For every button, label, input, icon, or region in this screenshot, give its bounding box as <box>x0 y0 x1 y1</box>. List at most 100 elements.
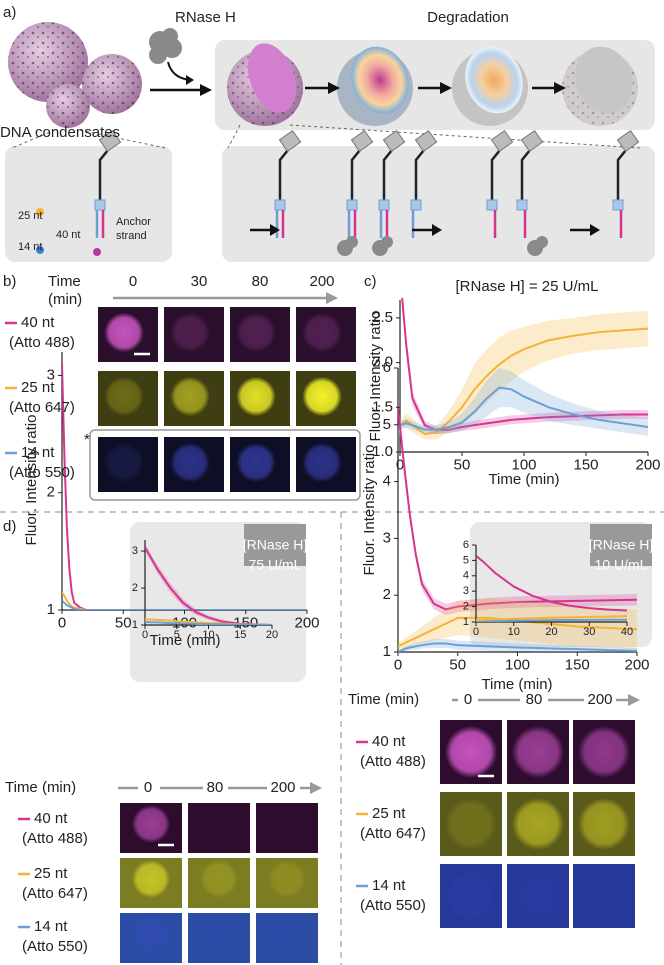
condensate <box>132 915 170 953</box>
holder <box>350 129 374 153</box>
arrow <box>590 224 600 236</box>
y-tick-label: 1.0 <box>372 443 393 460</box>
series-line <box>476 555 628 612</box>
marker: * <box>84 431 90 448</box>
series-line <box>145 546 273 625</box>
condensate <box>236 312 276 353</box>
condensates <box>8 22 142 128</box>
x-tick-label: 0 <box>394 656 402 673</box>
x-tick-label: 10 <box>202 629 214 641</box>
row-label: (Atto 647) <box>22 885 88 902</box>
condensate <box>104 442 144 483</box>
anchor <box>98 149 109 200</box>
row-label: (Atto 647) <box>9 399 75 416</box>
series-line <box>476 615 628 622</box>
x-tick-label: 50 <box>115 614 132 631</box>
enzyme <box>346 236 358 248</box>
x-tick-label: 10 <box>508 626 520 638</box>
inset-title-box <box>590 524 652 566</box>
x-tick-label: 0 <box>142 629 148 641</box>
time-point: 80 <box>526 691 543 708</box>
x-tick-label: 200 <box>635 456 660 473</box>
series-line <box>62 599 307 610</box>
strand-label: 14 nt <box>18 241 42 253</box>
y-tick-label: 1 <box>132 619 138 631</box>
x-tick-label: 40 <box>621 626 633 638</box>
x-tick-label: 150 <box>565 656 590 673</box>
x-tick-label: 150 <box>233 614 258 631</box>
condensate-label: DNA condensates <box>0 124 120 141</box>
time-point: 0 <box>129 273 137 290</box>
time-point: 200 <box>309 273 334 290</box>
inset-title: [RNase H] <box>589 537 654 553</box>
y-tick-label: 3 <box>132 545 138 557</box>
time-arrow <box>628 694 640 706</box>
row-label: 40 nt <box>21 314 55 331</box>
error-band <box>145 543 272 625</box>
row-label: 14 nt <box>21 444 55 461</box>
time-arrow <box>310 782 322 794</box>
x-tick-label: 30 <box>583 626 595 638</box>
series-line <box>400 327 649 436</box>
anchor <box>490 149 501 200</box>
condensate <box>170 312 210 353</box>
time-label: Time <box>48 273 81 290</box>
y-tick-label: 4 <box>383 473 391 490</box>
y-tick-label: 1 <box>47 601 55 618</box>
y-tick-label: 1 <box>383 643 391 660</box>
y-tick-label: 4 <box>463 570 469 582</box>
condensate <box>511 797 565 851</box>
row-label: 40 nt <box>372 733 406 750</box>
strand-label: 40 nt <box>56 229 80 241</box>
hemispheres <box>227 43 638 126</box>
inset-title: 75 U/mL <box>249 557 302 573</box>
condensate <box>104 312 144 353</box>
condensate <box>236 376 276 417</box>
condensate <box>302 442 342 483</box>
series-line <box>398 642 638 652</box>
y-tick-label: 5 <box>383 416 391 433</box>
duplex <box>516 199 528 211</box>
duplex <box>94 199 106 211</box>
y-tick-label: 2 <box>47 484 55 501</box>
condensate <box>444 725 498 779</box>
series-line <box>476 618 627 622</box>
strand-box <box>5 146 172 262</box>
row-label: (Atto 550) <box>360 897 426 914</box>
condensate <box>577 725 631 779</box>
condensate <box>200 915 238 953</box>
time-label: Time (min) <box>5 779 76 796</box>
row-label: (Atto 647) <box>360 825 426 842</box>
anchor <box>278 149 289 200</box>
inset-title: 10 U/mL <box>595 557 648 573</box>
strand-label: 25 nt <box>18 210 42 222</box>
condensate <box>236 442 276 483</box>
condensate <box>577 797 631 851</box>
holder <box>616 129 640 153</box>
arrow <box>200 84 212 96</box>
duplex <box>410 199 422 211</box>
row-label: 25 nt <box>21 379 55 396</box>
row-label: (Atto 488) <box>360 753 426 770</box>
row-label: (Atto 550) <box>9 464 75 481</box>
y-tick-label: 2.0 <box>372 354 393 371</box>
x-tick-label: 100 <box>511 456 536 473</box>
row-label: 25 nt <box>372 805 406 822</box>
strand-schematic <box>36 129 640 256</box>
y-tick-label: 2.5 <box>372 309 393 326</box>
anchor <box>350 149 361 200</box>
highlight-box <box>89 429 361 501</box>
x-tick-label: 50 <box>454 456 471 473</box>
x-tick-label: 100 <box>505 656 530 673</box>
x-tick-label: 50 <box>449 656 466 673</box>
x-tick-label: 5 <box>174 629 180 641</box>
dye <box>36 246 44 254</box>
x-axis-label: Time (min) <box>481 676 552 693</box>
arrow <box>186 75 194 85</box>
y-axis-label: Fluor. Intensity ratio <box>23 415 40 546</box>
inset-title: [RNase H] <box>243 537 308 553</box>
y-tick-label: 6 <box>383 359 391 376</box>
condensate <box>132 860 170 898</box>
holder <box>414 129 438 153</box>
time-label: (min) <box>48 291 82 308</box>
